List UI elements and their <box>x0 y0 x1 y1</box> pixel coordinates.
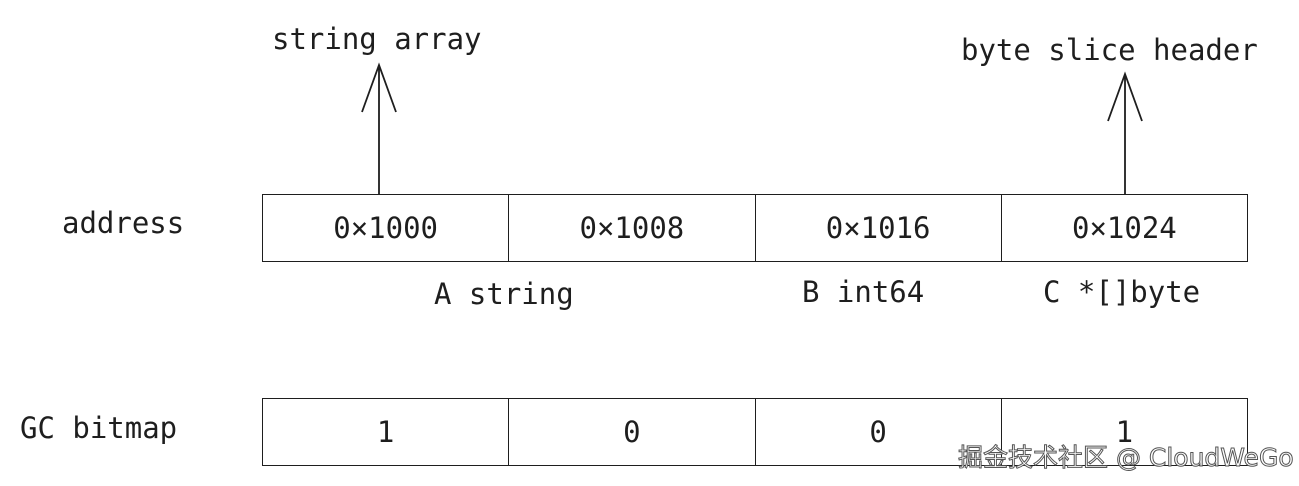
bitmap-cell: 0 <box>756 399 1002 465</box>
gc-bitmap-row: 1 0 0 1 <box>262 398 1248 466</box>
address-cell: 0×1000 <box>263 195 510 261</box>
address-cell: 0×1008 <box>509 195 756 261</box>
address-cell: 0×1016 <box>756 195 1002 261</box>
bitmap-cell: 1 <box>263 399 510 465</box>
gc-bitmap-label: GC bitmap <box>20 411 178 445</box>
field-b-label: B int64 <box>802 275 925 309</box>
arrow-to-string-array <box>361 62 397 194</box>
bitmap-cell: 1 <box>1115 415 1134 449</box>
byte-slice-header-label: byte slice header <box>961 33 1258 67</box>
field-c-label: C *[]byte <box>1043 275 1201 309</box>
arrow-to-byte-slice-header <box>1107 71 1143 194</box>
watermark: 掘金技术社区 @ CloudWeGo <box>958 443 1295 473</box>
address-label: address <box>62 206 185 240</box>
address-cell: 0×1024 <box>1071 211 1177 245</box>
field-a-label: A string <box>434 277 574 311</box>
string-array-label: string array <box>272 22 482 56</box>
address-row: 0×1000 0×1008 0×1016 0×1024 <box>262 194 1248 262</box>
bitmap-cell: 0 <box>509 399 756 465</box>
